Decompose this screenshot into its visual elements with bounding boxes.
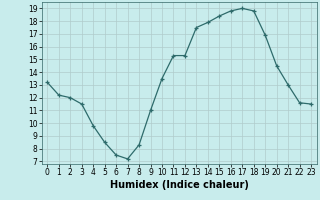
X-axis label: Humidex (Indice chaleur): Humidex (Indice chaleur) bbox=[110, 180, 249, 190]
